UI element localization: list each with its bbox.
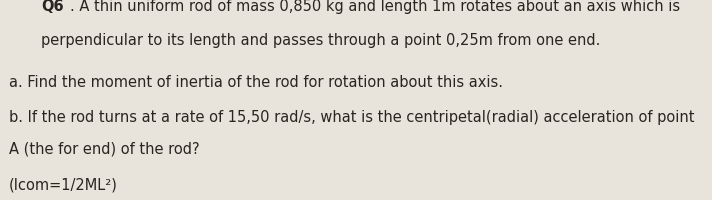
Text: perpendicular to its length and passes through a point 0,25m from one end.: perpendicular to its length and passes t…	[41, 33, 601, 48]
Text: b. If the rod turns at a rate of 15,50 rad/s, what is the centripetal(radial) ac: b. If the rod turns at a rate of 15,50 r…	[9, 109, 694, 124]
Text: A (the for end) of the rod?: A (the for end) of the rod?	[9, 141, 199, 156]
Text: a. Find the moment of inertia of the rod for rotation about this axis.: a. Find the moment of inertia of the rod…	[9, 75, 503, 90]
Text: . A thin uniform rod of mass 0,850 kg and length 1m rotates about an axis which : . A thin uniform rod of mass 0,850 kg an…	[70, 0, 681, 14]
Text: (Icom=1/2ML²): (Icom=1/2ML²)	[9, 177, 117, 192]
Text: Q6: Q6	[41, 0, 64, 14]
